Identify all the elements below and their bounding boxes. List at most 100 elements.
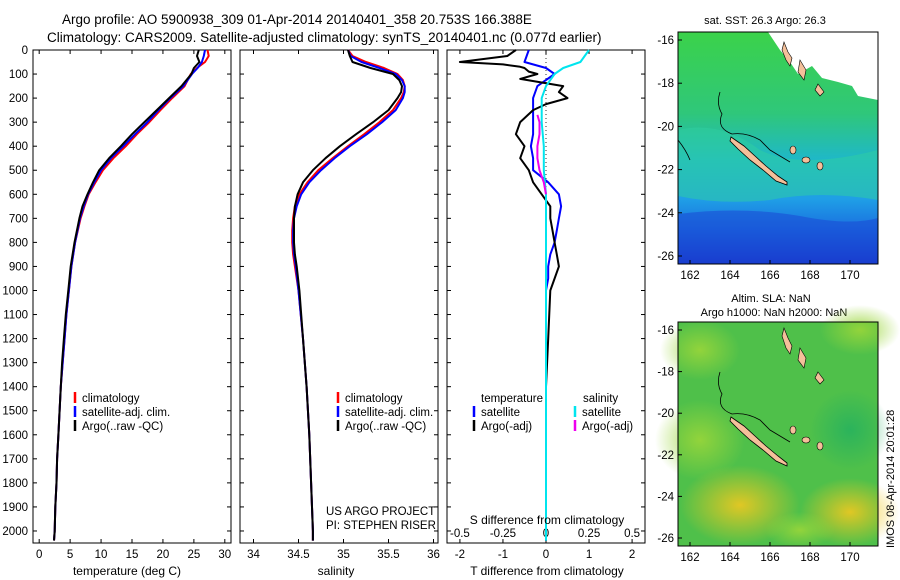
temperature-xtick-label: 10 (95, 549, 108, 561)
map-lat-label: -24 (657, 208, 674, 220)
map-lon-label: 162 (680, 270, 699, 282)
map-lon-label: 162 (680, 552, 699, 564)
legend-label-s-satellite: satellite (582, 407, 621, 419)
salinity-xtick-label: 35 (337, 549, 350, 561)
depth-tick-label: 1400 (2, 382, 28, 394)
project-annotation: US ARGO PROJECT (326, 506, 435, 518)
legend-heading-salinity: salinity (583, 393, 618, 405)
map-lat-label: -18 (657, 367, 674, 379)
difference-xtick-label: 2 (629, 549, 635, 561)
salinity-plot: 34 34.5 35 35.5 36 (247, 49, 440, 561)
difference-xlabel: T difference from climatology (470, 564, 624, 578)
loyalty-island-2 (801, 436, 811, 444)
depth-tick-label: 200 (9, 93, 28, 105)
map-lon-label: 166 (760, 552, 779, 564)
temperature-xlabel: temperature (deg C) (73, 564, 181, 578)
legend-label-s-argo: Argo(-adj) (582, 421, 633, 433)
depth-tick-label: 400 (9, 141, 28, 153)
map-lat-label: -24 (657, 491, 674, 503)
map-lat-label: -16 (657, 35, 674, 47)
sst-map-axes: -16 -18 -20 -22 -24 -26 162 164 166 168 170 (657, 35, 859, 282)
salinity-xtick-label: 35.5 (377, 549, 399, 561)
depth-tick-label: 1800 (2, 478, 28, 490)
temperature-xtick-label: 0 (36, 549, 42, 561)
depth-tick-label: 800 (9, 237, 28, 249)
temperature-legend: climatology satellite-adj. clim. Argo(..… (73, 392, 170, 433)
salinity-xtick-label: 36 (427, 549, 440, 561)
salinity-diff-tick-label: 0.25 (578, 528, 600, 540)
figure-title-line1: Argo profile: AO 5900938_309 01-Apr-2014… (62, 12, 532, 27)
new-caledonia-island-map2 (729, 416, 788, 467)
depth-tick-label: 700 (9, 213, 28, 225)
depth-tick-label: 1100 (3, 310, 28, 322)
sla-map-title1: Altim. SLA: NaN (731, 293, 811, 305)
difference-xtick-label: -1 (498, 549, 508, 561)
depth-axis: 0 100 200 300 400 500 600 700 800 900 1000 1100 1200… (2, 45, 645, 538)
vanuatu-island-3 (814, 371, 825, 385)
map-lat-label: -26 (657, 251, 674, 263)
map-lat-label: -20 (657, 408, 674, 420)
difference-plot: -2 -1 0 1 2-0.5 -0.25 0 0.25 0.5 (450, 49, 640, 561)
vanuatu-island-3 (814, 83, 825, 97)
sst-cold-band (678, 210, 878, 264)
imos-timestamp: IMOS 08-Apr-2014 20:01:28 (885, 410, 897, 548)
depth-tick-label: 2000 (2, 526, 28, 538)
difference-legend: temperature satellite Argo(-adj) salinit… (472, 393, 633, 433)
depth-tick-label: 300 (9, 117, 28, 129)
legend-label-climatology: climatology (345, 393, 403, 405)
figure-title-line2: Climatology: CARS2009. Satellite-adjuste… (47, 30, 602, 45)
depth-tick-label: 100 (9, 69, 28, 81)
loyalty-island-1 (789, 425, 797, 435)
salinity-diff-tick-label: -0.5 (450, 528, 470, 540)
difference-xtick-label: 1 (586, 549, 592, 561)
sst-map (677, 31, 879, 265)
salinity-xtick-label: 34 (247, 549, 260, 561)
new-caledonia-island-map1 (729, 136, 788, 186)
sla-map-axes: -16 -18 -20 -22 -24 -26 162 164 166 168 170 (657, 325, 859, 564)
map-lon-label: 164 (720, 552, 740, 564)
depth-tick-label: 900 (9, 261, 28, 273)
sst-warm-band (678, 127, 878, 202)
temperature-series-argo-raw-qc- (53, 49, 201, 541)
depth-tick-label: 1200 (2, 334, 28, 346)
depth-tick-label: 1500 (2, 406, 28, 418)
loyalty-island-3 (816, 161, 824, 171)
map-lon-label: 170 (840, 552, 859, 564)
map-lon-label: 164 (720, 270, 740, 282)
difference-series-salinity-satellite (540, 49, 590, 541)
sla-map-title2: Argo h1000: NaN h2000: NaN (701, 307, 848, 319)
sst-cloud-mask (768, 32, 878, 100)
map-lon-label: 170 (840, 270, 859, 282)
depth-tick-label: 0 (22, 45, 28, 57)
loyalty-island-3 (816, 441, 824, 451)
sla-map-frame (677, 321, 879, 547)
salinity-series-argo-raw-qc- (293, 49, 403, 541)
sst-map-frame (677, 31, 879, 265)
salinity-legend: climatology satellite-adj. clim. Argo(..… (336, 392, 433, 433)
reef-outline-map1 (718, 91, 791, 163)
temperature-xtick-label: 25 (187, 549, 200, 561)
vanuatu-island-2 (797, 347, 807, 369)
legend-heading-temperature: temperature (481, 393, 543, 405)
sla-blob (765, 512, 835, 548)
salinity-xtick-label: 34.5 (287, 549, 309, 561)
reef-outline-map1-b (677, 139, 691, 161)
pi-annotation: PI: STEPHEN RISER (326, 520, 436, 532)
depth-tick-label: 1300 (2, 358, 28, 370)
legend-label-satellite: satellite-adj. clim. (345, 407, 433, 419)
sla-map (655, 305, 900, 548)
map-lon-label: 168 (800, 552, 819, 564)
salinity-diff-tick-label: -0.25 (490, 528, 516, 540)
salinity-plot-frame (239, 49, 439, 544)
sla-blob (660, 320, 740, 380)
depth-tick-label: 600 (9, 189, 28, 201)
depth-tick-label: 1700 (2, 454, 28, 466)
depth-tick-label: 1600 (2, 430, 28, 442)
difference-xtick-label: -2 (455, 549, 465, 561)
temperature-plot: 0 5 10 15 20 25 30 (36, 49, 231, 561)
legend-label-argo: Argo(..raw -QC) (345, 421, 426, 433)
legend-label-satellite: satellite-adj. clim. (82, 407, 170, 419)
temperature-plot-frame (32, 49, 232, 544)
map-lon-label: 166 (760, 270, 779, 282)
map-lon-label: 168 (800, 270, 819, 282)
